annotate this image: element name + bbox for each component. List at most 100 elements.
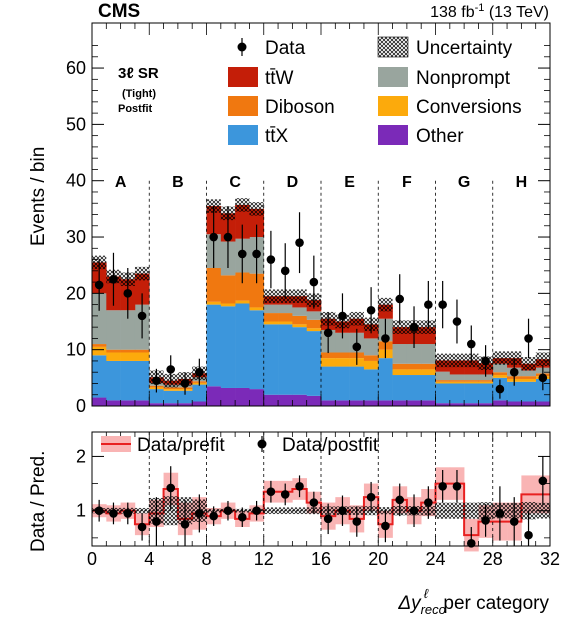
ratio-ytick-label-1: 1	[76, 501, 86, 521]
postfit-point-30	[524, 530, 533, 540]
bar-conversions-bin-12	[263, 321, 279, 325]
legend-ttx-swatch	[228, 125, 258, 145]
bar-other-bin-25	[449, 403, 465, 406]
bar-ttw-bin-3	[134, 273, 150, 305]
postfit-point-18	[352, 517, 362, 526]
data-point-31	[538, 373, 548, 383]
postfit-point-6	[180, 519, 190, 529]
bar-other-bin-12	[263, 394, 279, 406]
postfit-point-24	[438, 481, 447, 491]
bar-diboson-bin-22	[406, 363, 422, 370]
bar-diboson-bin-25	[449, 380, 465, 382]
postfit-point-11	[252, 506, 261, 516]
bar-diboson-bin-14	[292, 315, 307, 325]
bar-diboson-bin-10	[235, 272, 250, 301]
uncertainty-bin-25	[449, 353, 465, 368]
bar-ttx-bin-11	[249, 310, 265, 390]
bar-nonprompt-bin-28	[492, 363, 508, 373]
category-label-A: A	[115, 174, 127, 191]
bar-nonprompt-bin-25	[449, 374, 465, 381]
bar-ttx-bin-6	[177, 390, 193, 404]
postfit-point-17	[338, 506, 347, 516]
bar-ttx-bin-23	[421, 375, 436, 401]
bar-diboson-bin-5	[163, 387, 179, 390]
postfit-point-8	[209, 511, 218, 521]
postfit-point-16	[323, 514, 333, 524]
uncertainty-bin-12	[263, 289, 279, 303]
bar-diboson-bin-16	[321, 352, 336, 359]
legend-conversions-label: Conversions	[416, 97, 522, 118]
legend-data-label: Data	[265, 38, 306, 59]
bar-ttx-bin-8	[206, 304, 222, 387]
bar-nonprompt-bin-14	[292, 307, 307, 316]
postfit-point-7	[195, 509, 204, 518]
bar-other-bin-1	[106, 400, 121, 406]
bar-ttx-bin-20	[378, 358, 393, 401]
postfit-point-23	[424, 498, 433, 507]
bar-ttx-bin-27	[478, 383, 494, 404]
postfit-point-28	[495, 509, 505, 518]
region-label: 3ℓ SR	[118, 65, 159, 82]
legend-nonprompt-swatch	[378, 67, 408, 87]
uncertainty-bin-30	[521, 356, 536, 371]
bar-ttx-bin-2	[120, 360, 136, 401]
data-point-1	[109, 274, 118, 284]
data-point-2	[123, 289, 133, 298]
bar-ttx-bin-5	[163, 390, 179, 404]
ratio-uncertainty-bin-5	[163, 496, 178, 526]
category-label-D: D	[287, 174, 299, 191]
data-point-27	[481, 356, 490, 366]
postfit-point-26	[466, 538, 476, 548]
main-ytick-label-50: 50	[66, 114, 86, 134]
bar-nonprompt-bin-2	[120, 310, 136, 350]
bar-ttx-bin-29	[507, 381, 522, 402]
bar-conversions-bin-3	[134, 352, 150, 361]
bar-nonprompt-bin-23	[421, 344, 436, 364]
bar-other-bin-6	[177, 403, 193, 406]
ratio-xtick-label-32: 32	[540, 549, 560, 569]
data-point-28	[495, 384, 505, 394]
region-sublabel: (Tight)	[122, 88, 156, 100]
legend-data-marker	[237, 42, 247, 52]
data-point-23	[424, 300, 433, 309]
bar-diboson-bin-2	[120, 349, 136, 353]
bar-diboson-bin-17	[335, 352, 350, 359]
uncertainty-bin-28	[492, 351, 508, 365]
bar-diboson-bin-1	[106, 349, 121, 353]
bar-other-bin-4	[149, 403, 164, 406]
bar-conversions-bin-21	[392, 369, 408, 376]
ratio-uncertainty-bin-3	[134, 507, 150, 514]
legend-ttx-label: tt̄X	[265, 126, 289, 147]
ratio-frame	[91, 431, 551, 547]
bar-conversions-bin-11	[249, 307, 265, 311]
postfit-point-21	[395, 495, 405, 505]
main-axes: 0 10 20 30 40 50 60	[66, 23, 551, 416]
bar-diboson-bin-0	[92, 344, 107, 347]
bar-ttw-bin-11	[249, 208, 265, 238]
data-point-6	[180, 379, 190, 388]
data-point-11	[252, 249, 261, 259]
ratio-uncertainty-bin-24	[435, 502, 450, 519]
data-point-3	[137, 311, 147, 321]
data-point-13	[280, 266, 290, 276]
data-point-22	[409, 322, 419, 332]
bar-conversions-bin-19	[363, 360, 379, 370]
bar-conversions-bin-16	[321, 358, 336, 367]
main-ytick-label-30: 30	[66, 227, 86, 247]
bar-ttx-bin-12	[263, 324, 279, 395]
legend-uncertainty-label: Uncertainty	[416, 38, 513, 59]
bar-ttx-bin-22	[406, 375, 422, 401]
ratio-xtick-label-0: 0	[87, 549, 97, 569]
data-point-19	[366, 305, 376, 315]
bar-ttx-bin-21	[392, 375, 408, 401]
bar-other-bin-9	[220, 387, 236, 406]
ratio-xtick-label-16: 16	[311, 549, 331, 569]
x-axis-label: Δyrecoℓ per category	[397, 586, 549, 617]
data-point-25	[452, 317, 462, 326]
bar-other-bin-2	[120, 400, 136, 406]
bar-conversions-bin-9	[220, 303, 236, 307]
bar-other-bin-13	[278, 394, 293, 406]
postfit-point-13	[280, 490, 290, 499]
uncertainty-bin-29	[507, 351, 522, 365]
